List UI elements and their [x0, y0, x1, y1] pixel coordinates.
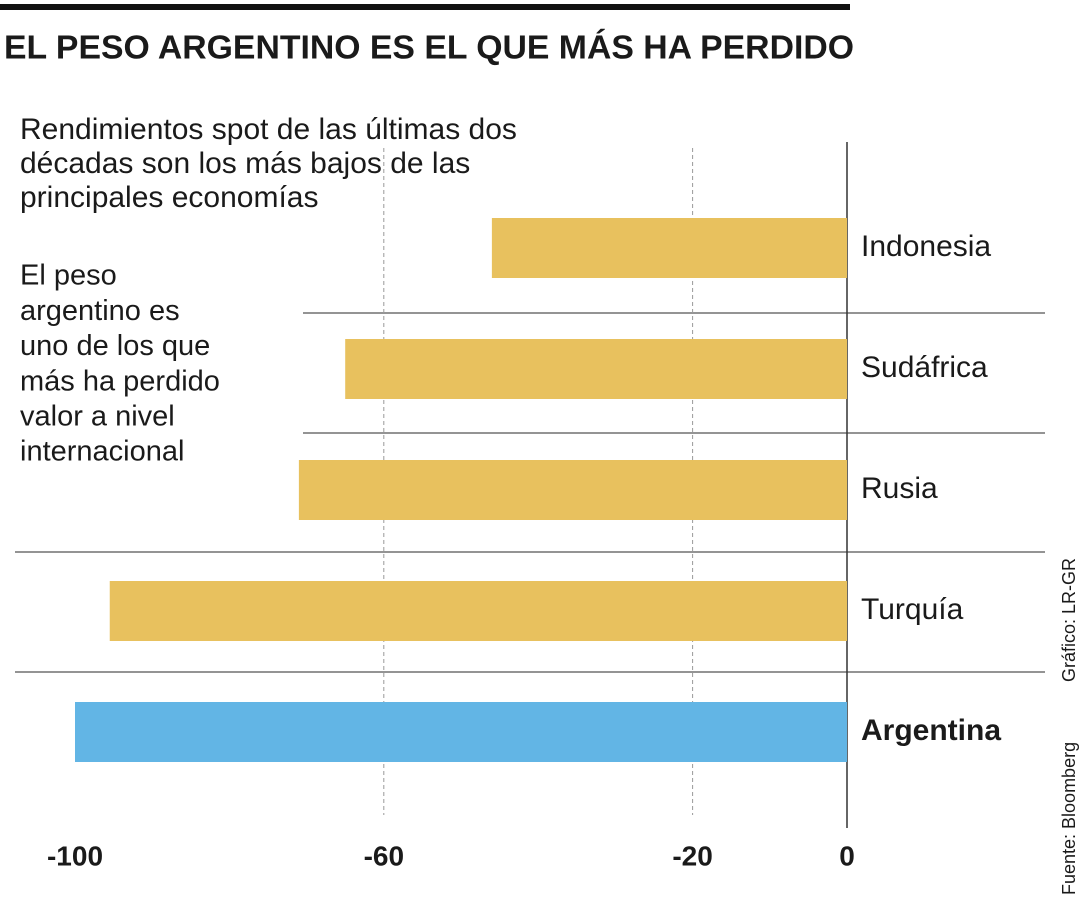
bar [109, 581, 848, 641]
category-label: Turquía [861, 593, 964, 626]
category-label: Rusia [861, 472, 938, 505]
annotation: internacional [20, 436, 184, 468]
category-label: Sudáfrica [861, 351, 988, 384]
subtitle: Rendimientos spot de las últimas dos [20, 113, 517, 146]
annotation: argentino es [20, 295, 180, 327]
x-tick-label: -60 [364, 840, 404, 871]
bar [491, 218, 847, 278]
category-label: Argentina [861, 714, 1001, 747]
x-tick-label: 0 [839, 840, 855, 871]
source: Fuente: Bloomberg [1059, 742, 1079, 895]
separators [15, 312, 1045, 673]
annotation: uno de los que [20, 330, 210, 362]
chart-title: EL PESO ARGENTINO ES EL QUE MÁS HA PERDI… [4, 29, 854, 66]
subtitle: principales economías [20, 181, 319, 214]
subtitle: décadas son los más bajos de las [20, 147, 470, 180]
bar [345, 339, 847, 399]
annotation: más ha perdido [20, 365, 220, 397]
bar [75, 702, 847, 762]
x-tick-label: -20 [672, 840, 712, 871]
bar [298, 460, 847, 520]
annotation: El peso [20, 260, 117, 292]
top-rule [0, 4, 850, 10]
credit: Gráfico: LR-GR [1059, 558, 1079, 682]
category-label: Indonesia [861, 230, 991, 263]
annotation: valor a nivel [20, 400, 175, 432]
x-tick-label: -100 [47, 840, 103, 871]
